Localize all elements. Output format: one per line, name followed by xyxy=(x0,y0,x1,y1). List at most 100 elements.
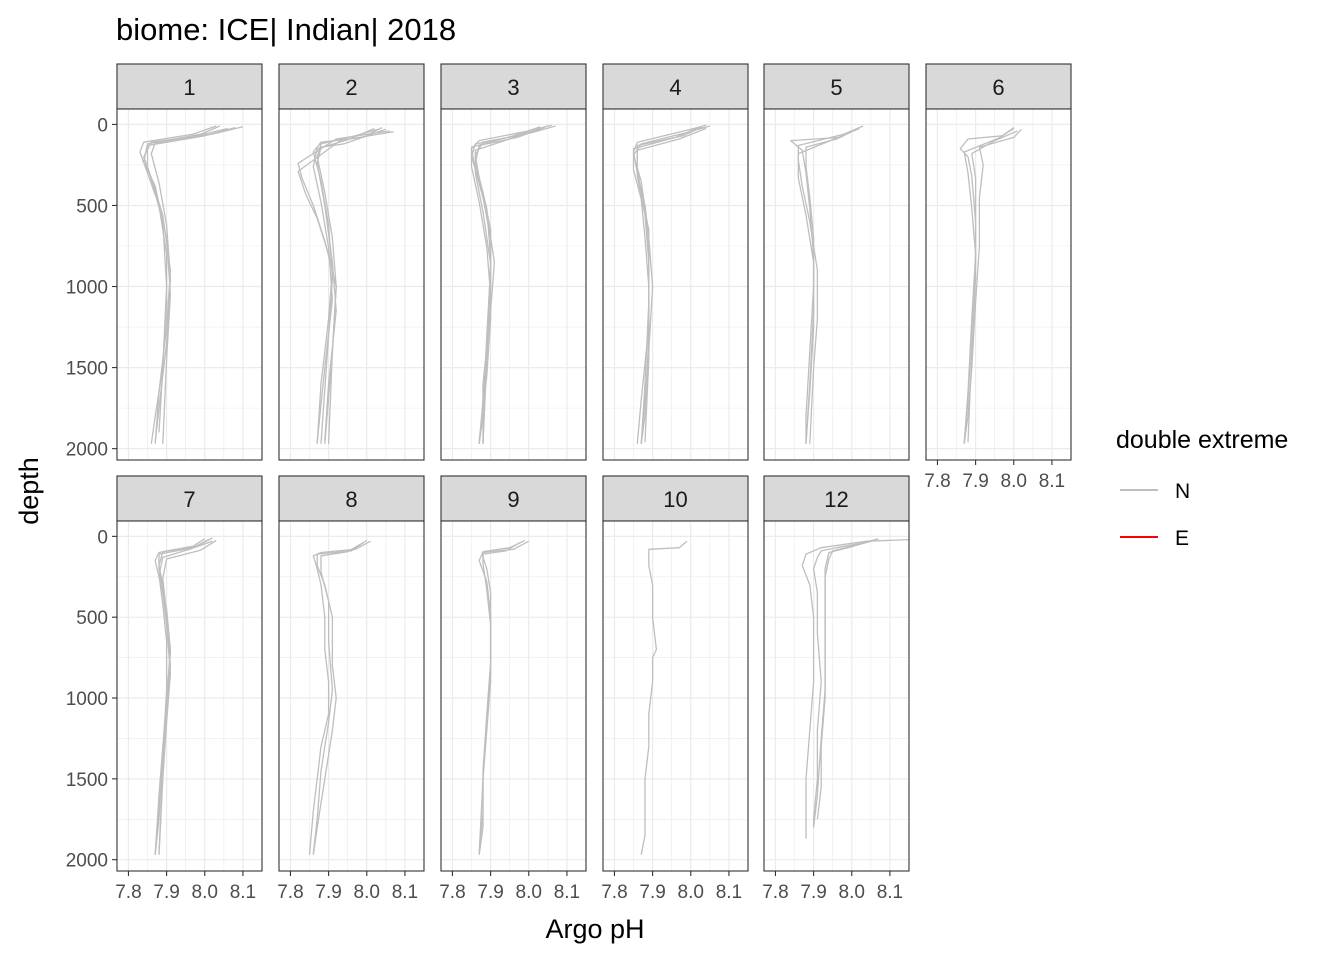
legend-label-N: N xyxy=(1175,480,1190,503)
panel-background xyxy=(441,521,586,871)
profile-line xyxy=(478,541,522,854)
panel-background xyxy=(279,521,424,871)
x-axis-title: Argo pH xyxy=(545,914,644,944)
panel-border xyxy=(602,520,749,872)
profile-line xyxy=(790,127,860,444)
facet-panel-2: 2 xyxy=(278,63,425,461)
panel-border xyxy=(116,108,263,461)
x-tick-label: 7.9 xyxy=(800,882,826,903)
panel-background xyxy=(926,109,1071,460)
facet-panel-9: 9 7.8 7.9 8.0 8.1 xyxy=(439,475,587,903)
profile-line xyxy=(146,126,236,444)
profile-line xyxy=(640,540,688,855)
x-tick-label: 8.1 xyxy=(1039,471,1065,492)
panel-border xyxy=(440,520,587,872)
facet-strip-label: 7 xyxy=(183,487,195,512)
x-tick-label: 8.1 xyxy=(392,882,418,903)
facet-strip-label: 3 xyxy=(507,75,519,100)
profile-line xyxy=(812,540,871,828)
x-tick-label: 7.9 xyxy=(477,882,503,903)
panel-border xyxy=(440,108,587,461)
x-tick-label: 8.1 xyxy=(554,882,580,903)
y-tick-label: 0 xyxy=(97,115,108,136)
facet-panel-10: 10 7.8 7.9 8.0 8.1 xyxy=(601,475,749,903)
x-tick-label: 8.1 xyxy=(230,882,256,903)
legend-title: double extreme xyxy=(1116,426,1288,454)
panel-border xyxy=(763,108,910,461)
facet-panel-1: 1 0 500 1000 1500 2000 xyxy=(66,63,263,461)
facet-panel-12: 12 7.8 7.9 8.0 8.1 xyxy=(762,475,910,903)
profile-line xyxy=(312,542,364,854)
x-tick-label: 8.0 xyxy=(1001,471,1027,492)
panel-background xyxy=(441,109,586,460)
facet-panel-3: 3 xyxy=(440,63,587,461)
y-tick-label: 1500 xyxy=(66,770,108,791)
facet-strip xyxy=(602,63,749,110)
facet-strip xyxy=(440,63,587,110)
facet-panel-6: 6 7.8 7.9 8.0 8.1 xyxy=(924,63,1072,492)
panel-border xyxy=(278,108,425,461)
panel-border xyxy=(925,108,1072,461)
facet-strip-label: 6 xyxy=(992,75,1004,100)
legend: double extreme NE xyxy=(1116,426,1288,550)
facet-strip-label: 9 xyxy=(507,487,519,512)
x-tick-label: 8.0 xyxy=(839,882,865,903)
x-tick-label: 7.8 xyxy=(762,882,788,903)
profile-line xyxy=(316,128,387,441)
x-tick-label: 7.9 xyxy=(962,471,988,492)
legend-label-E: E xyxy=(1175,527,1189,550)
profile-line xyxy=(959,127,1015,443)
facet-strip-label: 12 xyxy=(824,487,848,512)
x-tick-label: 7.8 xyxy=(924,471,950,492)
x-tick-label: 7.9 xyxy=(153,882,179,903)
profile-line xyxy=(308,540,371,855)
y-tick-label: 500 xyxy=(76,608,108,629)
panel-background xyxy=(764,109,909,460)
facet-panel-7: 7 0 500 1000 1500 2000 7.8 7.9 8.0 8.1 xyxy=(66,475,263,903)
facet-strip-label: 1 xyxy=(183,75,195,100)
panel-border xyxy=(278,520,425,872)
x-tick-label: 8.0 xyxy=(354,882,380,903)
y-tick-label: 1500 xyxy=(66,359,108,380)
chart-title: biome: ICE| Indian| 2018 xyxy=(116,12,456,47)
x-tick-label: 7.8 xyxy=(277,882,303,903)
panel-background xyxy=(764,521,909,871)
facet-strip-label: 10 xyxy=(663,487,687,512)
y-tick-label: 1000 xyxy=(66,278,108,299)
facet-strip xyxy=(278,475,425,522)
profile-line xyxy=(143,125,221,433)
profile-line xyxy=(801,538,910,839)
panel-border xyxy=(116,520,263,872)
profile-line xyxy=(805,128,856,444)
legend-items: NE xyxy=(1120,480,1190,550)
profile-line xyxy=(963,127,1015,444)
panel-background xyxy=(117,109,262,460)
panel-border xyxy=(602,108,749,461)
profile-line xyxy=(154,539,217,854)
profile-line xyxy=(636,127,707,444)
facet-panel-8: 8 7.8 7.9 8.0 8.1 xyxy=(277,475,425,903)
facet-strip xyxy=(278,63,425,110)
facet-strip xyxy=(763,63,910,110)
profile-line xyxy=(474,125,556,441)
x-tick-label: 8.1 xyxy=(877,882,903,903)
facet-strip-label: 4 xyxy=(669,75,681,100)
y-tick-label: 2000 xyxy=(66,851,108,872)
panel-background xyxy=(603,109,748,460)
facet-strip xyxy=(763,475,910,522)
facet-panel-5: 5 xyxy=(763,63,910,461)
x-tick-label: 8.0 xyxy=(678,882,704,903)
x-tick-label: 7.8 xyxy=(439,882,465,903)
facet-strip xyxy=(116,63,263,110)
panel-border xyxy=(763,520,910,872)
x-tick-label: 8.0 xyxy=(192,882,218,903)
profile-line xyxy=(812,538,879,828)
facet-strip xyxy=(602,475,749,522)
y-tick-label: 1000 xyxy=(66,689,108,710)
profile-line xyxy=(312,539,368,855)
facet-strip xyxy=(925,63,1072,110)
x-tick-label: 7.8 xyxy=(601,882,627,903)
